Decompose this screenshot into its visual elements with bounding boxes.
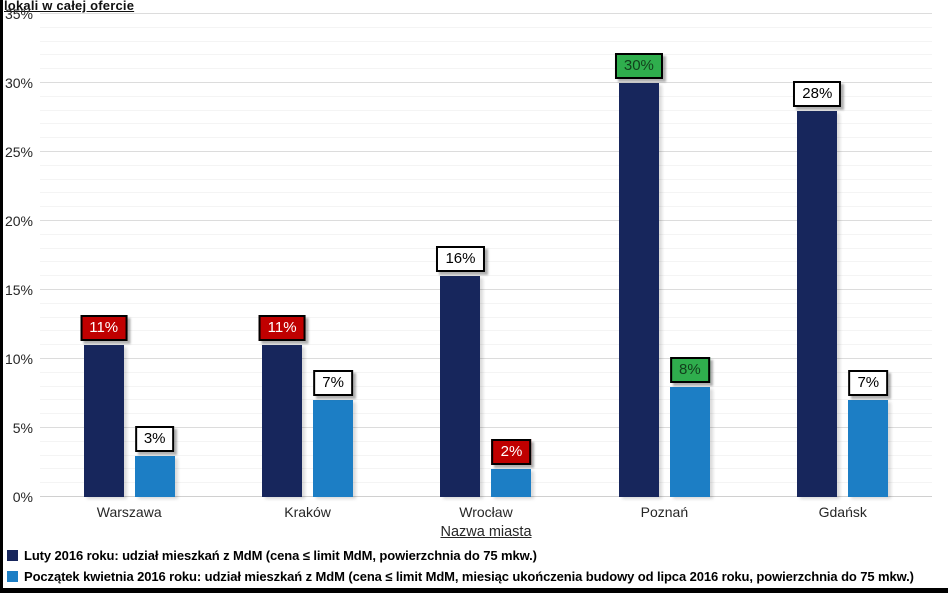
legend-label: Początek kwietnia 2016 roku: udział mies… [24,569,914,584]
bar-group: 16% 2% [397,14,575,497]
gridline [40,385,932,387]
bar-data-label: 7% [313,370,353,397]
gridline [40,302,932,304]
gridline [40,40,932,42]
bar-series2: 7% [313,370,354,497]
x-axis-tick-label: Gdańsk [818,504,867,520]
gridline [40,399,932,401]
x-axis-tick-label: Kraków [284,504,331,520]
bar-group: 11% 7% [218,14,396,497]
bar-data-label: 2% [491,439,532,466]
bar-data-label: 30% [614,53,663,79]
gridline [40,427,932,428]
gridline [40,482,932,484]
bar-series2: 2% [491,439,532,497]
bar-data-label: 3% [134,425,175,452]
bar-series1: 11% [258,315,306,497]
gridline [40,164,932,166]
gridline [40,344,932,346]
gridline [40,192,932,194]
gridline [40,220,932,221]
frame-left-border [0,0,3,593]
frame-bottom-border [0,588,948,593]
bar-data-label: 11% [258,315,306,342]
y-axis-tick-label: 30% [4,75,33,91]
gridline [40,358,932,359]
bar-series2: 8% [669,356,710,497]
bar-series1: 30% [614,53,663,497]
bar-data-label: 16% [436,246,485,273]
y-axis-tick-label: 15% [4,282,33,298]
x-axis-tick-label: Poznań [640,504,689,520]
bar-series1: 28% [793,80,842,497]
bar-series1: 11% [80,315,128,497]
gridline [40,123,932,125]
gridline [40,454,932,456]
bar-data-label: 7% [848,370,889,397]
y-axis-tick-label: 0% [12,489,33,505]
gridline [40,247,932,249]
gridline [40,206,932,208]
gridline [40,413,932,415]
gridline [40,68,932,70]
gridline [40,468,932,470]
bar-data-label: 11% [80,315,128,342]
gridline [40,26,932,28]
bar-group: 30% 8% [575,14,753,497]
legend: Luty 2016 roku: udział mieszkań z MdM (c… [7,545,947,587]
legend-row: Początek kwietnia 2016 roku: udział mies… [7,566,947,587]
x-axis-title: Nazwa miasta [440,524,532,540]
x-axis-tick-label: Warszawa [96,504,162,520]
legend-marker-square [7,550,18,561]
gridline [40,13,932,14]
gridline [40,261,932,263]
legend-marker-square [7,571,18,582]
gridline [40,54,932,56]
bar-series2: 3% [134,425,175,497]
gridline [40,316,932,318]
y-axis-tick-label: 35% [4,6,33,22]
gridline [40,137,932,139]
gridline [40,371,932,373]
chart-title-fragment: lokali w całej ofercie [4,0,135,13]
y-axis-tick-label: 5% [12,420,33,436]
plot-area: 11% 3% 11% 7% 16% 2% 30% 8% 28% 7% [40,13,932,497]
gridline [40,440,932,442]
bar-group: 28% 7% [754,14,932,497]
x-axis-tick-label: Wrocław [459,504,513,520]
bar-series2: 7% [848,370,889,497]
gridline [40,496,932,497]
y-axis-tick-label: 20% [4,213,33,229]
gridline [40,109,932,111]
bar-data-label: 8% [670,356,710,383]
bar-group: 11% 3% [40,14,218,497]
gridline [40,289,932,290]
bar-data-label: 28% [793,80,842,107]
y-axis-tick-label: 25% [4,144,33,160]
x-axis-tick-labels: Warszawa Kraków Wrocław Poznań Gdańsk [40,504,932,520]
bar-series1: 16% [436,246,485,497]
legend-label: Luty 2016 roku: udział mieszkań z MdM (c… [24,548,537,563]
gridline [40,178,932,180]
gridline [40,330,932,332]
y-axis-tick-labels: 0% 5% 10% 15% 20% 25% 30% 35% [0,6,36,505]
gridline [40,151,932,152]
gridline [40,82,932,83]
y-axis-tick-label: 10% [4,351,33,367]
gridline [40,233,932,235]
gridline [40,95,932,97]
legend-row: Luty 2016 roku: udział mieszkań z MdM (c… [7,545,947,566]
gridline [40,275,932,277]
